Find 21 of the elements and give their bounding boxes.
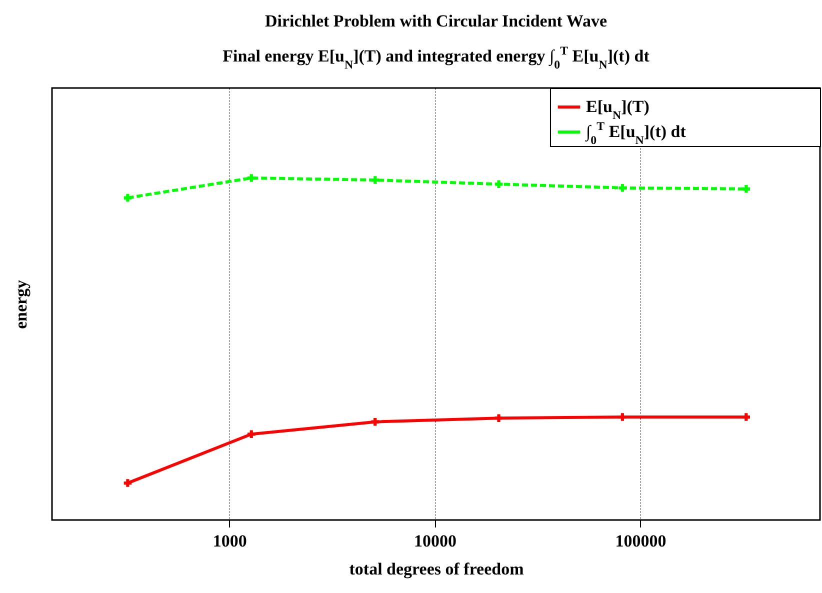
x-axis-title: total degrees of freedom <box>349 560 524 578</box>
x-tick-label: 100000 <box>615 532 666 550</box>
legend-label: ∫$_{0}$$^{T}$ E[u$_{N}$](t) dt <box>585 119 686 147</box>
point <box>124 194 132 202</box>
point <box>494 180 503 188</box>
legend-label: E[u$_{N}$](T) <box>586 97 650 122</box>
point <box>618 184 626 192</box>
point <box>371 176 379 184</box>
chart-title: Dirichlet Problem with Circular Incident Wave <box>264 12 608 30</box>
point <box>618 413 626 421</box>
x-tick-label: 1000 <box>212 532 247 550</box>
point <box>124 479 132 487</box>
point <box>371 418 379 426</box>
x-tick-label: 10000 <box>414 532 457 550</box>
point <box>742 413 750 421</box>
point <box>248 430 256 438</box>
chart-subtitle: Final energy E[u$_{N}$](T) and integrated energy ∫$_{0}$$^{T}$ E[u$_{N}$](t) dt <box>222 44 650 72</box>
point <box>742 185 750 193</box>
point <box>494 414 503 422</box>
y-axis-title: energy <box>12 279 30 330</box>
point <box>248 174 256 182</box>
